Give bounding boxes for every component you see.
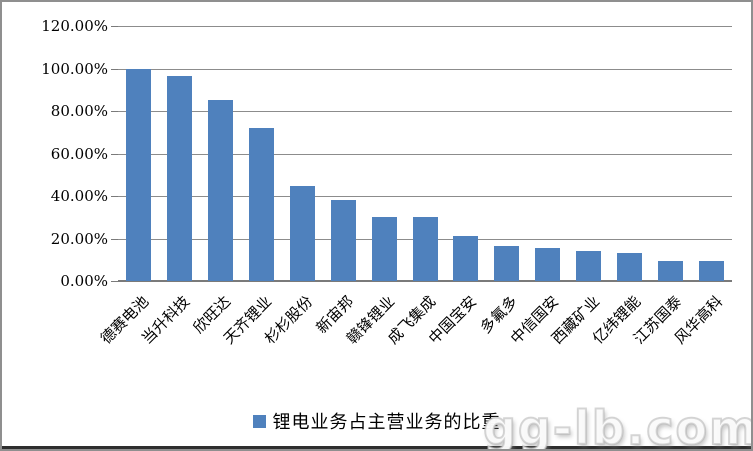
bar [207, 100, 233, 281]
y-axis-tick [111, 111, 118, 112]
y-axis-tick-label: 80.00% [50, 102, 108, 120]
bar [494, 245, 520, 281]
gridline [118, 68, 732, 70]
bar [248, 128, 274, 281]
bar [330, 200, 356, 281]
y-axis-tick-label: 40.00% [50, 187, 108, 205]
bar [371, 217, 397, 281]
y-axis-tick [111, 153, 118, 155]
y-axis-tick [111, 238, 118, 240]
gridline [118, 111, 732, 112]
y-axis-tick-label: 20.00% [50, 229, 108, 248]
y-axis-tick-label: 0.00% [60, 272, 108, 290]
legend-label: 锂电业务占主营业务的比重 [272, 412, 501, 433]
y-axis-tick [111, 281, 118, 282]
gridline [118, 26, 732, 27]
bar [289, 186, 315, 281]
legend-marker [252, 414, 266, 428]
y-axis-tick-label: 60.00% [50, 144, 108, 163]
gridline [118, 153, 732, 155]
bar [535, 248, 561, 281]
bar [453, 236, 479, 281]
bar [617, 253, 643, 281]
bar [699, 260, 725, 281]
bar [658, 260, 684, 281]
legend: 锂电业务占主营业务的比重 [2, 408, 751, 434]
bar [576, 251, 602, 281]
bar [166, 75, 192, 281]
gridline [118, 196, 732, 197]
image-bottom-border [2, 446, 751, 449]
y-axis-tick [111, 68, 118, 70]
y-axis-tick [111, 26, 118, 27]
y-axis-tick [111, 196, 118, 197]
x-axis-line [118, 280, 732, 282]
bar [412, 217, 438, 281]
y-axis-tick-label: 100.00% [41, 59, 108, 78]
bar [125, 68, 151, 281]
y-axis-tick-label: 120.00% [41, 17, 108, 35]
